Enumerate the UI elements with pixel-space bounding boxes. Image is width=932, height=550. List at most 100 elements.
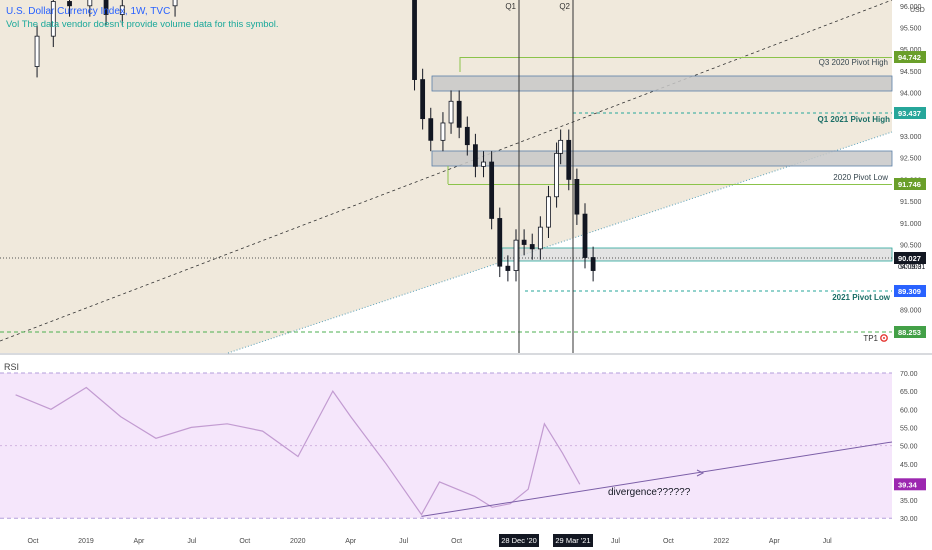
rsi-trend-line [421, 441, 893, 517]
candle [554, 142, 559, 208]
candle-body [172, 0, 178, 7]
price-tick: 89.000 [900, 308, 922, 315]
time-tick: Jul [823, 538, 832, 545]
candle-body [574, 178, 580, 215]
candle-body [489, 161, 495, 219]
tag-q1-2021-pivot-high-bg [894, 107, 926, 119]
candle-body [590, 257, 596, 271]
rsi-tick: 60.00 [900, 407, 918, 414]
candle-body [448, 100, 454, 124]
time-tick: Oct [239, 538, 250, 545]
price-tick: 95.000 [900, 47, 922, 54]
rsi-tick: 65.00 [900, 389, 918, 396]
tag-current-price: 90.027 [898, 254, 921, 263]
level-2020-pivot-low [448, 184, 892, 185]
candle [464, 116, 470, 156]
candle [537, 216, 543, 260]
rsi-tick: 30.00 [900, 516, 918, 523]
candle-body [50, 1, 56, 37]
price-tick: 91.500 [900, 199, 922, 206]
candle-body [456, 100, 462, 128]
candle [481, 151, 486, 178]
candle-body [473, 144, 478, 167]
time-tick: Jul [611, 538, 620, 545]
candle [505, 255, 511, 282]
candle-body [554, 152, 559, 198]
tag-tp1: 88.253 [898, 328, 921, 337]
tag-2020-pivot-low-bg [894, 178, 926, 190]
price-pane[interactable]: Q3 2020 Pivot High Q1 2021 Pivot High 2020… [0, 0, 893, 354]
label-tp1: TP1 [863, 334, 878, 343]
tag-tp1-bg [894, 326, 926, 338]
price-tick: 94.500 [900, 69, 922, 76]
q1-marker-label: Q1 [505, 2, 516, 11]
candle-body [513, 239, 519, 271]
axes: 96.00095.50095.00094.50094.00093.50093.0… [0, 4, 932, 547]
candle [119, 0, 125, 26]
time-tick: 2022 [714, 538, 730, 545]
price-tick: 95.500 [900, 26, 922, 33]
candle [529, 233, 535, 260]
candle [428, 107, 434, 152]
candle [456, 90, 462, 139]
candle-body [412, 0, 417, 80]
tag-2021-pivot-low-bg [894, 285, 926, 297]
tag-2020-pivot-low: 91.746 [898, 180, 921, 189]
candle [574, 168, 580, 225]
time-tick: Oct [28, 538, 39, 545]
tp1-target-icon [880, 334, 888, 342]
time-tick: 2019 [78, 538, 94, 545]
tag-q1-2021-pivot-high: 93.437 [898, 109, 921, 118]
candle [34, 25, 40, 78]
price-tick: 92.500 [900, 156, 922, 163]
label-2020-pivot-low: 2020 Pivot Low [833, 173, 888, 182]
candle-body [420, 79, 426, 120]
rsi-tick: 55.00 [900, 425, 918, 432]
candle [172, 0, 178, 17]
candle [103, 0, 109, 26]
candle [546, 185, 551, 238]
price-tick: 91.000 [900, 221, 922, 228]
candle [67, 0, 72, 17]
time-tick: 2020 [290, 538, 306, 545]
time-tick: Oct [451, 538, 462, 545]
candle-body [87, 0, 93, 7]
candle [521, 229, 527, 256]
time-tick: Apr [345, 538, 357, 545]
price-tick: 94.000 [900, 91, 922, 98]
candle-body [537, 226, 543, 250]
price-tick: 90.500 [900, 243, 922, 250]
candle-body [103, 0, 109, 15]
candle [489, 151, 495, 230]
time-highlight: 29 Mar '21 [555, 536, 590, 545]
tag-current-price-bg [894, 252, 926, 264]
candle-body [119, 5, 125, 15]
candle [590, 246, 596, 282]
time-tick: Jul [187, 538, 196, 545]
rsi-title: RSI [4, 362, 20, 372]
candle-body [67, 1, 72, 7]
rsi-pane[interactable]: divergence?????? [0, 372, 893, 519]
candle-body [558, 139, 564, 154]
candle [513, 229, 519, 282]
time-highlight-bg [499, 534, 539, 547]
candle-body [529, 244, 535, 250]
candle [473, 133, 478, 178]
candle-body [497, 218, 503, 267]
candle [87, 0, 93, 17]
resistance-zone-2 [431, 150, 893, 167]
candle-body [428, 118, 434, 141]
candle-body [440, 122, 446, 141]
support-zone [501, 247, 893, 262]
tag-rsi-value: 39.34 [898, 480, 918, 489]
rsi-line [15, 386, 581, 516]
price-tick: 96.000 [900, 4, 922, 11]
rsi-tick: 70.00 [900, 371, 918, 378]
tag-q3-2020-pivot-high: 94.742 [898, 53, 921, 62]
countdown-label: 04:09:31 [898, 264, 925, 271]
candle-body [566, 139, 572, 180]
level-q3-2020-pivot-high [460, 57, 892, 58]
candle [497, 207, 503, 278]
candle [440, 112, 446, 152]
